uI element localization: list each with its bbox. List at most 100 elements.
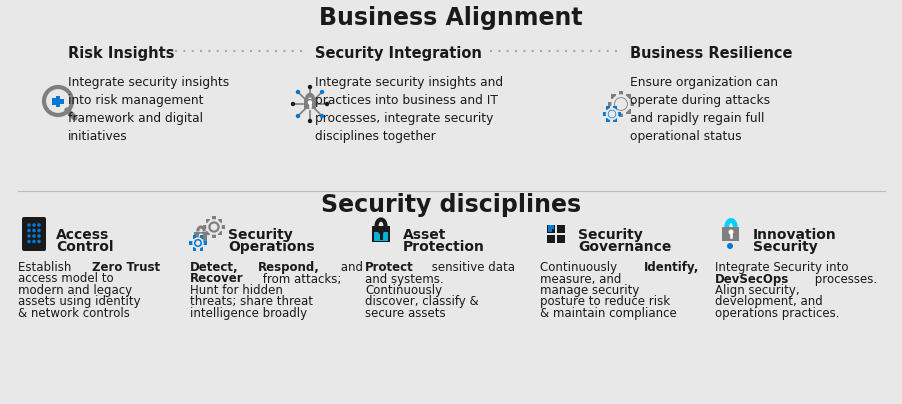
Circle shape bbox=[608, 111, 615, 118]
FancyBboxPatch shape bbox=[212, 216, 216, 220]
FancyBboxPatch shape bbox=[548, 225, 554, 229]
FancyBboxPatch shape bbox=[612, 118, 617, 122]
Text: Operations: Operations bbox=[227, 240, 314, 254]
Text: Zero Trust: Zero Trust bbox=[92, 261, 160, 274]
FancyBboxPatch shape bbox=[212, 234, 216, 238]
FancyBboxPatch shape bbox=[722, 227, 739, 241]
Text: and systems.: and systems. bbox=[364, 273, 443, 286]
Circle shape bbox=[37, 229, 41, 232]
Circle shape bbox=[210, 223, 217, 231]
FancyBboxPatch shape bbox=[56, 95, 60, 107]
FancyBboxPatch shape bbox=[189, 241, 193, 245]
Circle shape bbox=[308, 100, 312, 105]
Text: Recover: Recover bbox=[189, 273, 244, 286]
FancyBboxPatch shape bbox=[626, 94, 630, 99]
Text: intelligence broadly: intelligence broadly bbox=[189, 307, 307, 320]
Text: threats; share threat: threats; share threat bbox=[189, 295, 313, 309]
Circle shape bbox=[319, 114, 324, 118]
Circle shape bbox=[193, 238, 203, 248]
Circle shape bbox=[27, 234, 31, 238]
Text: secure assets: secure assets bbox=[364, 307, 445, 320]
Text: Respond,: Respond, bbox=[257, 261, 319, 274]
Text: DevSecOps: DevSecOps bbox=[714, 273, 788, 286]
FancyBboxPatch shape bbox=[547, 235, 555, 243]
Circle shape bbox=[614, 98, 626, 110]
Circle shape bbox=[207, 220, 220, 234]
Text: from attacks;: from attacks; bbox=[259, 273, 341, 286]
Circle shape bbox=[37, 240, 41, 243]
FancyBboxPatch shape bbox=[199, 235, 203, 239]
FancyBboxPatch shape bbox=[206, 219, 209, 223]
FancyBboxPatch shape bbox=[221, 225, 225, 229]
Circle shape bbox=[32, 229, 36, 232]
Circle shape bbox=[27, 240, 31, 243]
Text: Control: Control bbox=[56, 240, 114, 254]
FancyBboxPatch shape bbox=[610, 109, 615, 114]
FancyBboxPatch shape bbox=[194, 231, 207, 242]
Circle shape bbox=[378, 229, 383, 234]
Text: Identify,: Identify, bbox=[644, 261, 699, 274]
Text: Access: Access bbox=[56, 228, 109, 242]
FancyBboxPatch shape bbox=[610, 94, 615, 99]
Text: Business Alignment: Business Alignment bbox=[318, 6, 582, 30]
Circle shape bbox=[612, 96, 629, 112]
Text: Innovation: Innovation bbox=[752, 228, 836, 242]
Text: Integrate Security into: Integrate Security into bbox=[714, 261, 848, 274]
FancyBboxPatch shape bbox=[547, 225, 555, 233]
Circle shape bbox=[726, 243, 732, 249]
Text: Continuously: Continuously bbox=[539, 261, 621, 274]
Text: sensitive data: sensitive data bbox=[428, 261, 514, 274]
FancyBboxPatch shape bbox=[203, 241, 207, 245]
FancyBboxPatch shape bbox=[199, 247, 203, 251]
FancyBboxPatch shape bbox=[606, 118, 610, 122]
FancyBboxPatch shape bbox=[548, 229, 551, 232]
Circle shape bbox=[27, 229, 31, 232]
Text: Establish: Establish bbox=[18, 261, 75, 274]
Text: Security: Security bbox=[227, 228, 292, 242]
Text: & network controls: & network controls bbox=[18, 307, 130, 320]
Circle shape bbox=[308, 119, 312, 123]
Text: access model to: access model to bbox=[18, 273, 114, 286]
Text: & maintain compliance: & maintain compliance bbox=[539, 307, 676, 320]
Text: manage security: manage security bbox=[539, 284, 639, 297]
FancyBboxPatch shape bbox=[557, 225, 565, 233]
FancyBboxPatch shape bbox=[218, 231, 222, 236]
Text: Security: Security bbox=[752, 240, 817, 254]
FancyBboxPatch shape bbox=[606, 106, 610, 110]
Circle shape bbox=[32, 234, 36, 238]
Circle shape bbox=[728, 229, 732, 234]
FancyBboxPatch shape bbox=[616, 112, 621, 116]
Circle shape bbox=[319, 90, 324, 94]
Circle shape bbox=[32, 223, 36, 227]
Circle shape bbox=[27, 223, 31, 227]
Circle shape bbox=[37, 223, 41, 227]
Text: Protection: Protection bbox=[402, 240, 484, 254]
Text: development, and: development, and bbox=[714, 295, 822, 309]
Text: posture to reduce risk: posture to reduce risk bbox=[539, 295, 669, 309]
Circle shape bbox=[296, 114, 299, 118]
Text: Business Resilience: Business Resilience bbox=[630, 46, 792, 61]
Text: Integrate security insights
into risk management
framework and digital
initiativ: Integrate security insights into risk ma… bbox=[68, 76, 229, 143]
Circle shape bbox=[290, 102, 295, 106]
Text: Continuously: Continuously bbox=[364, 284, 442, 297]
Text: Risk Insights: Risk Insights bbox=[68, 46, 174, 61]
FancyBboxPatch shape bbox=[192, 247, 196, 251]
Circle shape bbox=[325, 102, 329, 106]
Circle shape bbox=[308, 85, 312, 89]
FancyBboxPatch shape bbox=[373, 232, 388, 241]
Circle shape bbox=[196, 240, 200, 246]
FancyBboxPatch shape bbox=[192, 235, 196, 239]
Circle shape bbox=[37, 234, 41, 238]
FancyBboxPatch shape bbox=[304, 99, 316, 109]
Text: Asset: Asset bbox=[402, 228, 446, 242]
Text: Security Integration: Security Integration bbox=[315, 46, 482, 61]
Text: operations practices.: operations practices. bbox=[714, 307, 839, 320]
Text: modern and legacy: modern and legacy bbox=[18, 284, 132, 297]
FancyBboxPatch shape bbox=[612, 106, 617, 110]
Text: Governance: Governance bbox=[577, 240, 670, 254]
FancyBboxPatch shape bbox=[603, 112, 606, 116]
FancyBboxPatch shape bbox=[557, 235, 565, 243]
Text: Security: Security bbox=[577, 228, 642, 242]
Text: Protect: Protect bbox=[364, 261, 413, 274]
Text: discover, classify &: discover, classify & bbox=[364, 295, 478, 309]
